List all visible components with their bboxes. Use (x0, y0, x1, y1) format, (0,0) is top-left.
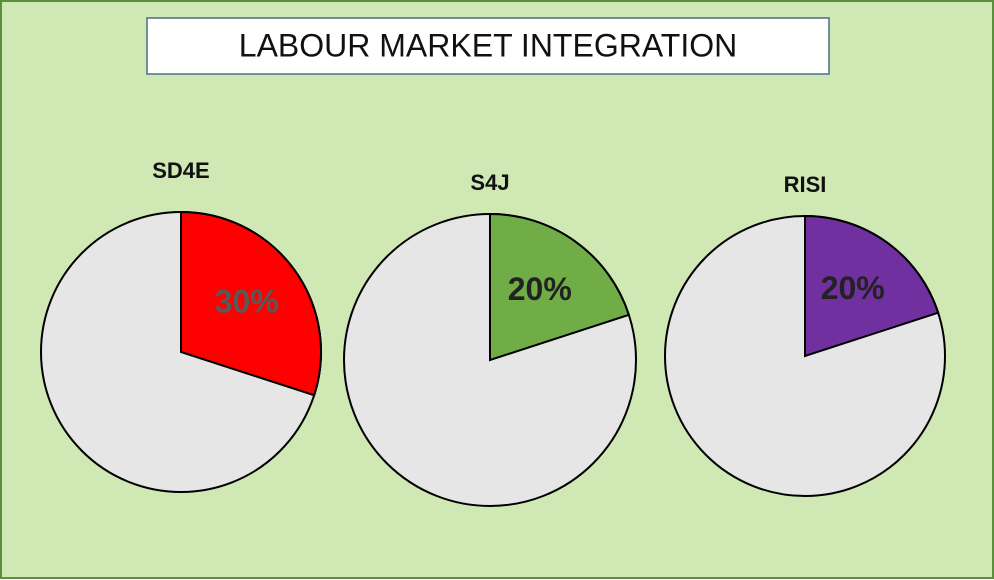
pie-slice (804, 214, 940, 358)
page-title: LABOUR MARKET INTEGRATION (239, 27, 737, 63)
data-label: 20% (821, 270, 885, 306)
pie-slice (489, 212, 631, 362)
title-box (146, 17, 830, 75)
data-label: 20% (508, 271, 572, 307)
pie-title: SD4E (152, 158, 209, 183)
data-label: 30% (215, 284, 279, 320)
pie-title: RISI (784, 172, 827, 197)
pie-slice (180, 210, 322, 397)
pie-title: S4J (470, 170, 509, 195)
